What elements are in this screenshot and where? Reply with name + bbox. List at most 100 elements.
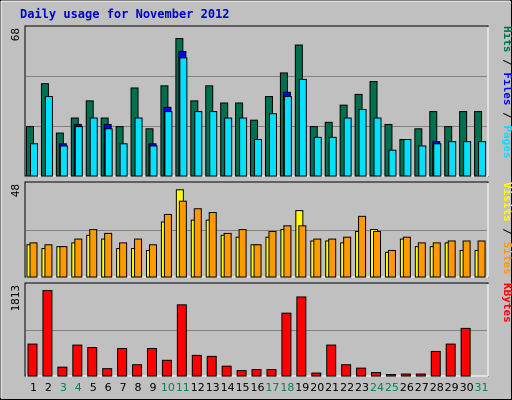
bar-kbytes-15 [236,370,247,377]
bar-files-27 [418,145,427,177]
bar-sites-1 [29,242,38,278]
x-tick-label-day-25: 25 [385,381,399,394]
bar-kbytes-4 [72,344,83,377]
x-axis-labels: 1 2 3 4 5 6 7 8 9 10 11 12 13 14 15 16 17 18 19 20 21 22 23 24 2… [30,381,489,394]
panel-2-y-max-label: 48 [9,184,22,197]
bar-sites-4 [74,238,83,278]
bar-files-6 [104,128,113,177]
panel-3-legend: KBytes [501,283,512,323]
bar-files-4 [74,126,83,177]
bar-sites-7 [119,242,128,278]
x-tick-label-day-21: 21 [325,381,339,394]
bar-kbytes-16 [251,369,262,377]
bar-sites-8 [134,238,143,278]
bar-files-8 [134,117,143,177]
bar-files-1 [30,143,38,177]
bar-kbytes-1 [27,343,38,377]
bar-sites-28 [432,242,441,278]
bar-kbytes-25 [385,374,396,377]
legend-visits: Visits [501,182,512,222]
x-tick-label-day-20: 20 [310,381,324,394]
bar-kbytes-28 [430,350,441,377]
legend-separator: / [501,106,512,126]
bar-sites-23 [358,215,367,278]
bar-files-15 [239,117,248,177]
chart-title: Daily usage for November 2012 [20,7,230,21]
bar-sites-21 [328,238,337,278]
panel-3-y-max-label: 1813 [9,285,22,312]
bar-files-19 [298,78,307,177]
x-tick-label-day-11: 11 [176,381,190,394]
bar-files-16 [254,139,263,177]
bar-kbytes-8 [132,364,143,377]
bar-sites-13 [208,212,217,278]
bar-files-21 [328,136,337,177]
bar-sites-2 [44,244,53,278]
bar-files-10 [164,111,173,177]
bar-files-12 [194,111,203,177]
bar-files-7 [119,143,128,177]
bar-files-29 [448,141,457,177]
bar-kbytes-5 [87,347,98,377]
x-tick-label-day-16: 16 [251,381,265,394]
bar-files-18 [283,96,292,177]
x-tick-label-day-19: 19 [295,381,309,394]
bar-files-20 [313,136,322,177]
x-tick-label-day-30: 30 [460,381,474,394]
legend-hits: Hits [501,26,512,53]
bar-kbytes-6 [102,368,113,377]
x-tick-label-day-23: 23 [355,381,369,394]
x-tick-label-day-5: 5 [90,381,97,394]
bar-sites-20 [313,238,322,278]
bar-kbytes-2 [42,290,53,377]
legend-files: Files [501,72,512,105]
legend-separator: / [501,53,512,73]
bar-kbytes-17 [266,369,277,377]
bar-kbytes-30 [460,327,471,377]
bar-sites-25 [387,249,396,278]
bar-files-5 [89,117,98,177]
bar-kbytes-23 [356,367,367,377]
x-tick-label-day-17: 17 [265,381,279,394]
legend-pages: Pages [501,125,512,158]
x-tick-label-day-2: 2 [45,381,52,394]
bar-kbytes-7 [117,348,128,377]
bar-files-17 [268,113,277,177]
chart-panels: 68 Hits / Files / Pages 48 Visits / Sites 18… [9,25,512,377]
bar-sites-9 [148,244,157,278]
x-tick-label-day-27: 27 [415,381,429,394]
bar-sites-31 [477,240,486,278]
x-tick-label-day-1: 1 [30,381,37,394]
x-tick-label-day-26: 26 [400,381,414,394]
bar-sites-6 [104,232,113,278]
bar-kbytes-22 [341,364,352,377]
bar-kbytes-20 [311,372,322,377]
x-tick-label-day-24: 24 [370,381,384,394]
bar-files-24 [373,117,382,177]
legend-sites: Sites [501,242,512,275]
bar-kbytes-18 [281,312,292,377]
bar-sites-27 [417,242,426,278]
bar-files-25 [388,149,397,177]
x-tick-label-day-4: 4 [75,381,82,394]
bar-kbytes-24 [371,372,382,377]
bar-kbytes-19 [296,296,307,377]
bar-sites-18 [283,225,292,278]
bar-files-28 [433,143,442,177]
bar-files-22 [343,117,352,177]
legend-kbytes: KBytes [501,283,512,323]
bar-sites-24 [373,231,382,278]
bar-sites-10 [163,213,172,278]
panel-1-legend: Hits / Files / Pages [501,26,512,159]
bar-files-23 [358,108,367,177]
bar-files-13 [209,111,218,177]
x-tick-label-day-14: 14 [221,381,235,394]
legend-separator: / [501,222,512,242]
x-tick-label-day-7: 7 [120,381,127,394]
bar-files-31 [478,141,487,177]
bar-kbytes-21 [326,344,337,377]
bar-files-11 [179,57,188,177]
x-tick-label-day-28: 28 [430,381,444,394]
